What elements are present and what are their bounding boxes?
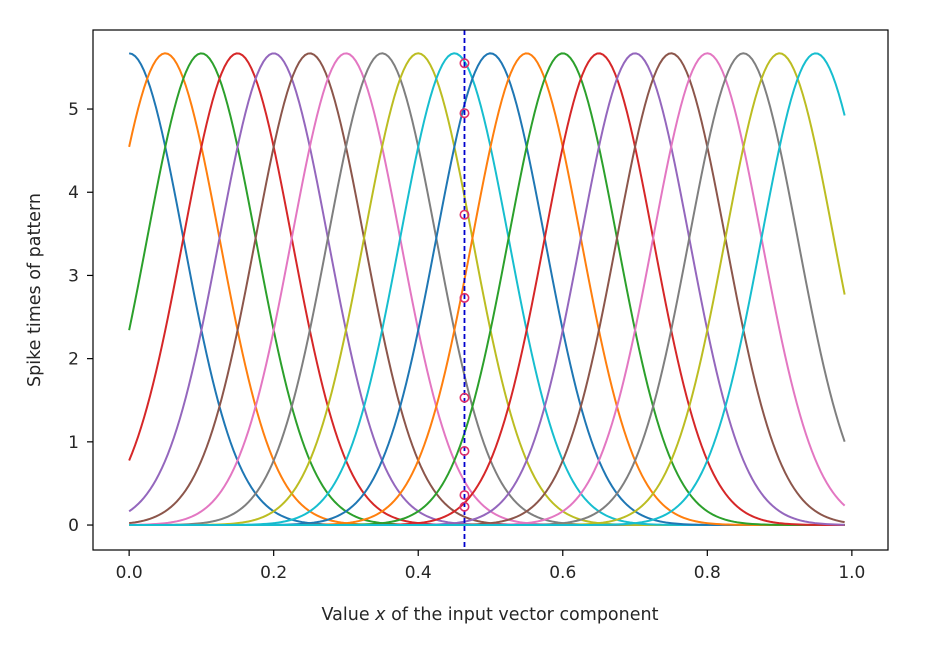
y-tick-label-0: 0 bbox=[68, 516, 79, 536]
y-tick-label-3: 3 bbox=[68, 266, 79, 286]
x-tick-label-1: 0.2 bbox=[260, 563, 287, 583]
x-tick-label-2: 0.4 bbox=[405, 563, 432, 583]
marker-point-5 bbox=[459, 445, 470, 456]
x-axis-ticks: 0.0 0.2 0.4 0.6 0.8 1.0 bbox=[116, 550, 865, 583]
marker-point-4 bbox=[459, 392, 470, 403]
x-tick-label-5: 1.0 bbox=[838, 563, 865, 583]
y-tick-label-1: 1 bbox=[68, 433, 79, 453]
curves-group bbox=[128, 52, 846, 527]
vertical-marker-group bbox=[459, 30, 470, 550]
marker-point-7 bbox=[459, 501, 470, 512]
x-tick-label-0: 0.0 bbox=[116, 563, 143, 583]
marker-point-3 bbox=[459, 292, 470, 303]
x-tick-label-4: 0.8 bbox=[694, 563, 721, 583]
x-axis-label: Value x of the input vector component bbox=[322, 605, 659, 625]
marker-point-0 bbox=[459, 58, 470, 69]
y-tick-label-5: 5 bbox=[68, 100, 79, 120]
y-axis-ticks: 0 1 2 3 4 5 bbox=[68, 100, 93, 536]
series-line-19 bbox=[129, 52, 846, 527]
plot-area bbox=[93, 30, 888, 550]
plot-frame bbox=[92, 29, 889, 551]
y-axis-label: Spike times of pattern bbox=[25, 193, 45, 387]
y-tick-label-4: 4 bbox=[68, 183, 79, 203]
y-tick-label-2: 2 bbox=[68, 350, 79, 370]
marker-point-1 bbox=[459, 108, 470, 119]
marker-point-6 bbox=[459, 490, 470, 501]
marker-point-2 bbox=[459, 209, 470, 220]
x-tick-label-3: 0.6 bbox=[549, 563, 576, 583]
